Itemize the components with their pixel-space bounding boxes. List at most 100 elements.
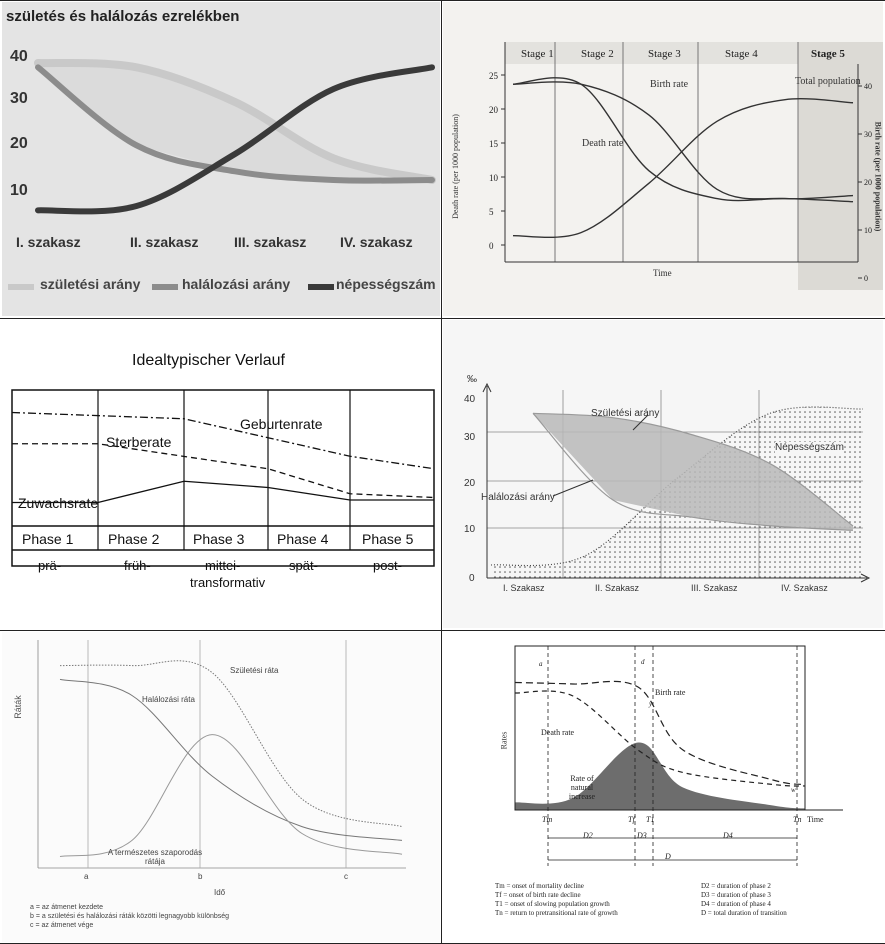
chart-6-legend-item: T1 = onset of slowing population growth [495, 900, 610, 908]
chart-6-legend-item: D2 = duration of phase 2 [701, 882, 771, 890]
chart-2-stage-label: Stage 5 [811, 48, 845, 60]
chart-3-phase-sublabel-extra: transformativ [190, 575, 266, 590]
chart-panel-3: Idealtypischer Verlauf Geburtenrate Ster… [2, 320, 440, 628]
chart-3-series-label: Geburtenrate [240, 416, 323, 432]
chart-4-svg [482, 382, 871, 583]
chart-6-duration: D2 [583, 831, 593, 840]
chart-6-xtick: Tf [628, 815, 635, 824]
chart-6-increase-area [515, 742, 805, 810]
chart-2-stage5-shade [798, 42, 883, 290]
chart-6-legend-item: D3 = duration of phase 3 [701, 891, 771, 899]
grid-divider-row1 [0, 318, 885, 319]
chart-2-stage-band [505, 42, 883, 64]
chart-6-point-label: a [539, 660, 543, 668]
chart-1-series-line [35, 64, 435, 184]
chart-2-svg: 0 5 10 15 20 25 0 10 20 30 40 [489, 42, 883, 290]
chart-1-gap-area [38, 62, 432, 180]
chart-2-ytick-label: 10 [489, 173, 499, 183]
chart-3-frame [11, 389, 435, 567]
grid-divider-top [0, 0, 885, 1]
grid-divider-vertical [441, 0, 442, 944]
chart-3-phase-label: Phase 5 [362, 531, 414, 547]
chart-5-svg [37, 640, 406, 869]
chart-3-growth-line [12, 480, 434, 504]
chart-4-xtick: I. Szakasz [503, 583, 545, 593]
chart-3-phase-sublabel: post- [373, 558, 402, 573]
chart-5-increase-line [59, 734, 403, 857]
chart-5-note: c = az átmenet vége [30, 922, 94, 929]
chart-3-phase-label: Phase 1 [22, 531, 74, 547]
chart-2-ytick-label: 0 [489, 241, 494, 251]
chart-2-annotation: Total population [795, 76, 861, 87]
chart-4-gap-area [533, 413, 853, 531]
chart-3-death-line [12, 443, 435, 499]
chart-6-legend-item: D4 = duration of phase 4 [701, 900, 771, 908]
chart-5-note: b = a születési és halálozási ráták közö… [30, 913, 230, 920]
chart-2-y2label: Birth rate (per 1000 population) [873, 121, 883, 232]
chart-5-annotation: Születési ráta [230, 666, 279, 675]
chart-6-xlabel: Time [807, 815, 824, 824]
chart-6-annotation: Rate of natural increase [568, 774, 596, 801]
chart-5-xtick: c [344, 872, 348, 881]
chart-1-title: születés és halálozás ezrelékben [6, 8, 240, 25]
chart-3-birth-line [11, 411, 435, 470]
chart-panel-2: 0 5 10 15 20 25 0 10 20 30 40 Stage 1 Stage 2 Stag… [443, 2, 883, 316]
chart-panel-5: Ráták Születési ráta Halálozási ráta A t… [2, 632, 440, 942]
chart-3-phase-label: Phase 3 [193, 531, 245, 547]
chart-1-legend-label: születési arány [40, 276, 141, 292]
chart-panel-1: születés és halálozás ezrelékben 40 30 2… [2, 2, 440, 316]
chart-3-phase-sublabel: früh- [124, 558, 151, 573]
chart-2-annotation: Death rate [582, 138, 624, 149]
chart-2-xlabel: Time [653, 268, 672, 278]
chart-6-ylabel: Rates [499, 731, 509, 750]
chart-1-series-line [34, 58, 436, 184]
chart-1-ytick: 20 [10, 135, 28, 152]
chart-1-legend-label: halálozási arány [182, 276, 291, 292]
chart-3-phase-sublabel: prä- [38, 558, 62, 573]
chart-2-y2tick-label: 10 [864, 226, 872, 235]
chart-1-ytick: 40 [10, 48, 28, 65]
chart-4-birth-line [532, 412, 854, 527]
legend-swatch-birth [8, 284, 34, 290]
chart-3-series-label: Sterberate [106, 434, 172, 450]
chart-2-death-line [512, 77, 854, 203]
chart-4-x-arrow [860, 573, 871, 583]
chart-1-ytick: 10 [10, 182, 28, 199]
chart-6-annotation: Death rate [541, 728, 575, 737]
chart-6-death-line [514, 690, 806, 787]
chart-2-ytick-label: 25 [489, 71, 499, 81]
chart-2-ytick-label: 15 [489, 139, 499, 149]
chart-6-frame [514, 645, 806, 811]
chart-2-stage-label: Stage 3 [648, 48, 681, 60]
chart-1-svg [34, 58, 436, 215]
chart-5-annotation: Halálozási ráta [142, 695, 195, 704]
chart-6-legend-item: Tn = return to pretransitional rate of g… [495, 909, 618, 917]
grid-divider-row2 [0, 630, 885, 631]
chart-4-xtick: II. Szakasz [595, 583, 640, 593]
chart-1-ytick: 30 [10, 90, 28, 107]
chart-4-ytick: 40 [464, 394, 476, 405]
chart-6-birth-line [514, 680, 806, 786]
chart-4-birth-pointer [632, 414, 649, 431]
chart-6-xtick: Tm [542, 815, 553, 824]
chart-1-xtick: II. szakasz [130, 234, 199, 250]
chart-2-ytick-label: 5 [489, 207, 494, 217]
chart-panel-6: Rates Birth rate Death rate Rate of natu… [443, 632, 883, 942]
chart-3-phase-label: Phase 2 [108, 531, 160, 547]
chart-4-ytick: 30 [464, 432, 476, 443]
chart-4-xtick: III. Szakasz [691, 583, 738, 593]
chart-5-xlabel: Idő [214, 888, 226, 897]
chart-2-y2tick-label: 30 [864, 130, 872, 139]
chart-6-legend-item: Tf = onset of birth rate decline [495, 891, 581, 899]
chart-6-point-label: y [649, 700, 653, 708]
chart-5-ylabel: Ráták [12, 695, 23, 719]
chart-6-point-label: d [641, 658, 645, 666]
chart-2-ytick-label: 20 [489, 105, 499, 115]
chart-6-annotation: Birth rate [655, 688, 686, 697]
chart-1-series-line [35, 64, 435, 215]
chart-2-y2tick-label: 20 [864, 178, 872, 187]
chart-1-xtick: IV. szakasz [340, 234, 413, 250]
chart-6-duration: D3 [637, 831, 647, 840]
chart-5-xtick: a [84, 872, 89, 881]
chart-3-title: Idealtypischer Verlauf [132, 352, 285, 369]
